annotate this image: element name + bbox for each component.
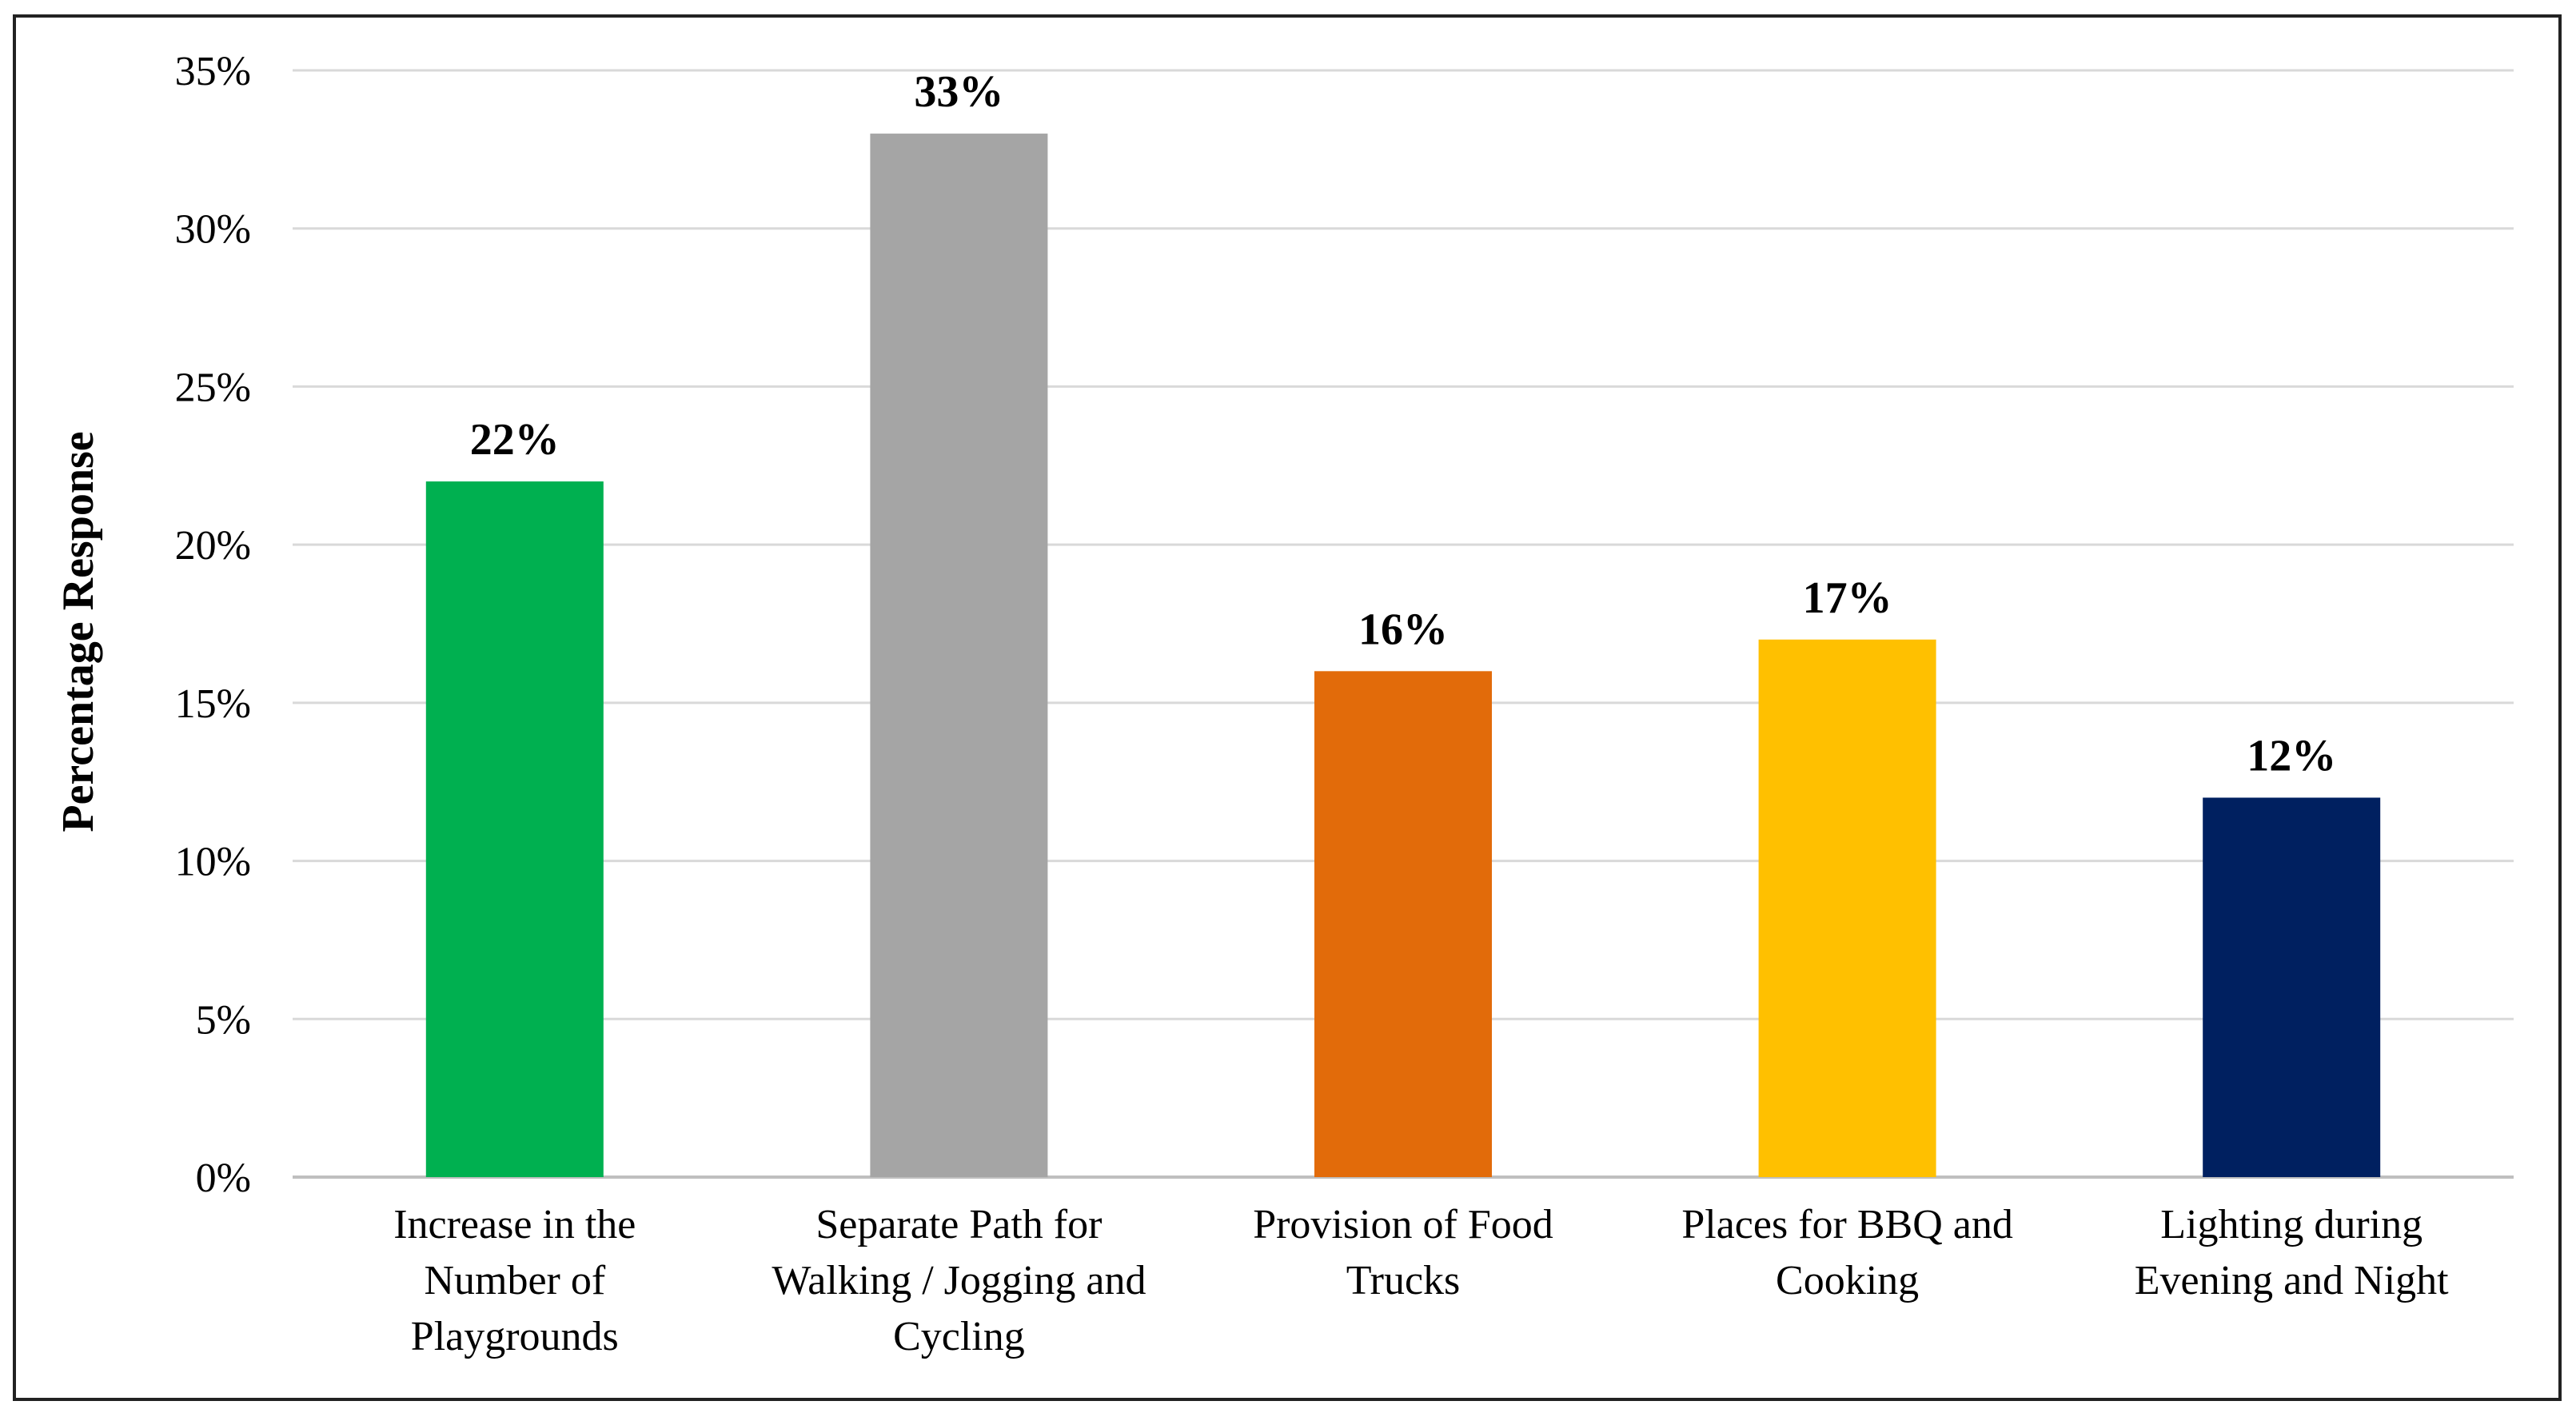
category-label: Lighting during Evening and Night xyxy=(2135,1202,2449,1303)
category-label: Separate Path for Walking / Jogging and Cy… xyxy=(772,1202,1146,1359)
bar xyxy=(1758,639,1936,1177)
y-tick-label: 20% xyxy=(175,523,251,569)
bar xyxy=(870,134,1048,1178)
category-label: Provision of Food Trucks xyxy=(1253,1202,1553,1303)
gridlines xyxy=(293,69,2514,1179)
category-label: Increase in the Number of Playgrounds xyxy=(393,1202,636,1359)
x-axis-categories: Increase in the Number of Playgrounds Separ… xyxy=(393,1202,2449,1359)
bar-chart: 0% 5% 10% 15% 20% 25% 30% 35% 22% 33% 16% 17% 12% I… xyxy=(54,49,2514,1359)
y-tick-label: 15% xyxy=(175,681,251,727)
data-labels: 22% 33% 16% 17% 12% xyxy=(470,67,2336,780)
category-label: Places for BBQ and Cooking xyxy=(1681,1202,2012,1303)
data-label: 12% xyxy=(2247,731,2336,780)
data-label: 16% xyxy=(1358,605,1448,654)
y-axis-title: Percentage Response xyxy=(54,431,103,832)
bars xyxy=(425,134,2381,1178)
y-tick-label: 30% xyxy=(175,207,251,253)
bar xyxy=(2203,797,2381,1177)
y-tick-label: 0% xyxy=(196,1156,251,1201)
y-tick-label: 35% xyxy=(175,49,251,94)
bar xyxy=(1314,671,1492,1177)
data-label: 22% xyxy=(470,415,560,465)
data-label: 33% xyxy=(914,67,1003,117)
bar xyxy=(425,481,604,1177)
y-tick-label: 10% xyxy=(175,840,251,885)
y-axis-ticks: 0% 5% 10% 15% 20% 25% 30% 35% xyxy=(175,49,251,1201)
y-tick-label: 25% xyxy=(175,365,251,410)
chart-frame: 0% 5% 10% 15% 20% 25% 30% 35% 22% 33% 16% 17% 12% I… xyxy=(13,14,2562,1401)
y-tick-label: 5% xyxy=(196,997,251,1043)
data-label: 17% xyxy=(1803,573,1892,623)
